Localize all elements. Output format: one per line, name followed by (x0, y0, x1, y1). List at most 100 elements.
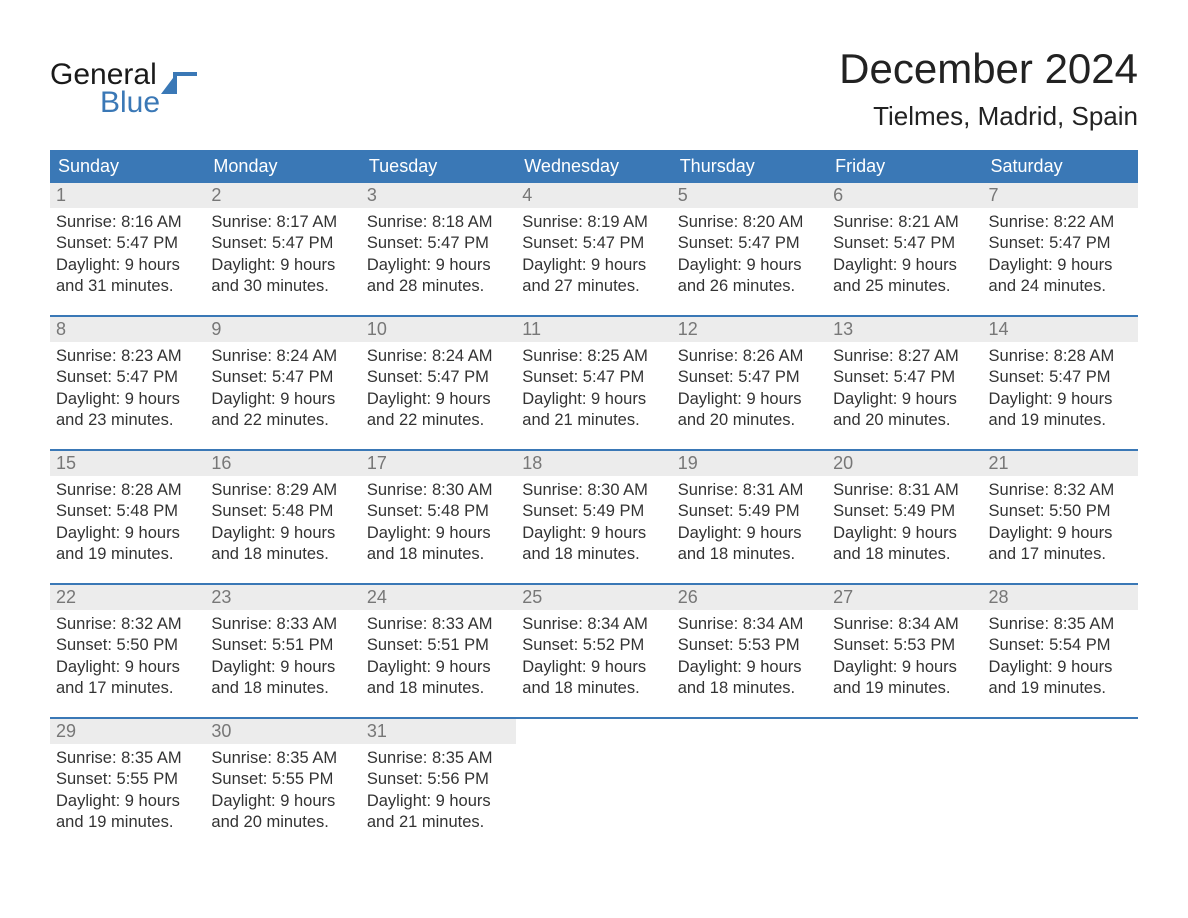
daylight-line-2: and 27 minutes. (522, 276, 665, 297)
daylight-line-1: Daylight: 9 hours (56, 255, 199, 276)
sunrise-line: Sunrise: 8:32 AM (989, 480, 1132, 501)
day-number-cell: 8 (50, 317, 205, 342)
daylight-line-1: Daylight: 9 hours (367, 523, 510, 544)
daylight-line-2: and 25 minutes. (833, 276, 976, 297)
day-number-cell (983, 719, 1138, 744)
sunset-line: Sunset: 5:53 PM (678, 635, 821, 656)
sunrise-line: Sunrise: 8:31 AM (678, 480, 821, 501)
day-detail-cell: Sunrise: 8:31 AMSunset: 5:49 PMDaylight:… (672, 476, 827, 584)
sunrise-line: Sunrise: 8:28 AM (989, 346, 1132, 367)
day-detail-cell (672, 744, 827, 852)
day-detail-row: Sunrise: 8:32 AMSunset: 5:50 PMDaylight:… (50, 610, 1138, 718)
daylight-line-1: Daylight: 9 hours (522, 657, 665, 678)
daylight-line-2: and 19 minutes. (56, 812, 199, 833)
daylight-line-2: and 18 minutes. (678, 678, 821, 699)
sunrise-line: Sunrise: 8:25 AM (522, 346, 665, 367)
day-detail-row: Sunrise: 8:23 AMSunset: 5:47 PMDaylight:… (50, 342, 1138, 450)
daylight-line-1: Daylight: 9 hours (522, 389, 665, 410)
sunrise-line: Sunrise: 8:23 AM (56, 346, 199, 367)
sunset-line: Sunset: 5:49 PM (833, 501, 976, 522)
sunset-line: Sunset: 5:48 PM (56, 501, 199, 522)
day-number-row: 22232425262728 (50, 585, 1138, 610)
day-detail-cell: Sunrise: 8:28 AMSunset: 5:47 PMDaylight:… (983, 342, 1138, 450)
daylight-line-1: Daylight: 9 hours (211, 255, 354, 276)
day-number-cell: 19 (672, 451, 827, 476)
sunrise-line: Sunrise: 8:22 AM (989, 212, 1132, 233)
daylight-line-2: and 26 minutes. (678, 276, 821, 297)
daylight-line-1: Daylight: 9 hours (833, 255, 976, 276)
dow-header-cell: Tuesday (361, 150, 516, 183)
day-detail-cell: Sunrise: 8:19 AMSunset: 5:47 PMDaylight:… (516, 208, 671, 316)
day-number-cell: 5 (672, 183, 827, 208)
day-number-cell: 10 (361, 317, 516, 342)
daylight-line-2: and 20 minutes. (678, 410, 821, 431)
day-number-cell: 7 (983, 183, 1138, 208)
sunrise-line: Sunrise: 8:35 AM (211, 748, 354, 769)
sunset-line: Sunset: 5:53 PM (833, 635, 976, 656)
sunset-line: Sunset: 5:47 PM (522, 367, 665, 388)
day-number-cell: 25 (516, 585, 671, 610)
daylight-line-1: Daylight: 9 hours (678, 523, 821, 544)
sunset-line: Sunset: 5:48 PM (211, 501, 354, 522)
day-number-row: 891011121314 (50, 317, 1138, 342)
daylight-line-1: Daylight: 9 hours (833, 523, 976, 544)
daylight-line-2: and 18 minutes. (367, 544, 510, 565)
day-detail-cell: Sunrise: 8:30 AMSunset: 5:49 PMDaylight:… (516, 476, 671, 584)
header: General Blue December 2024 Tielmes, Madr… (50, 45, 1138, 132)
sunrise-line: Sunrise: 8:35 AM (367, 748, 510, 769)
sunrise-line: Sunrise: 8:16 AM (56, 212, 199, 233)
sunrise-line: Sunrise: 8:33 AM (367, 614, 510, 635)
sunset-line: Sunset: 5:50 PM (989, 501, 1132, 522)
day-detail-cell (516, 744, 671, 852)
daylight-line-1: Daylight: 9 hours (211, 523, 354, 544)
daylight-line-1: Daylight: 9 hours (678, 255, 821, 276)
daylight-line-1: Daylight: 9 hours (989, 523, 1132, 544)
sunrise-line: Sunrise: 8:30 AM (367, 480, 510, 501)
day-detail-cell: Sunrise: 8:24 AMSunset: 5:47 PMDaylight:… (361, 342, 516, 450)
daylight-line-2: and 20 minutes. (833, 410, 976, 431)
sunrise-line: Sunrise: 8:30 AM (522, 480, 665, 501)
daylight-line-2: and 30 minutes. (211, 276, 354, 297)
daylight-line-1: Daylight: 9 hours (522, 523, 665, 544)
sunrise-line: Sunrise: 8:27 AM (833, 346, 976, 367)
day-detail-cell: Sunrise: 8:17 AMSunset: 5:47 PMDaylight:… (205, 208, 360, 316)
day-number-row: 1234567 (50, 183, 1138, 208)
day-number-cell: 15 (50, 451, 205, 476)
sunrise-line: Sunrise: 8:24 AM (367, 346, 510, 367)
daylight-line-2: and 22 minutes. (367, 410, 510, 431)
dow-header-cell: Thursday (672, 150, 827, 183)
sunset-line: Sunset: 5:47 PM (989, 233, 1132, 254)
daylight-line-2: and 31 minutes. (56, 276, 199, 297)
sunrise-line: Sunrise: 8:28 AM (56, 480, 199, 501)
daylight-line-1: Daylight: 9 hours (56, 389, 199, 410)
sunrise-line: Sunrise: 8:18 AM (367, 212, 510, 233)
sunrise-line: Sunrise: 8:34 AM (678, 614, 821, 635)
day-detail-row: Sunrise: 8:16 AMSunset: 5:47 PMDaylight:… (50, 208, 1138, 316)
sunset-line: Sunset: 5:51 PM (211, 635, 354, 656)
daylight-line-1: Daylight: 9 hours (833, 389, 976, 410)
daylight-line-1: Daylight: 9 hours (367, 389, 510, 410)
day-detail-cell: Sunrise: 8:32 AMSunset: 5:50 PMDaylight:… (983, 476, 1138, 584)
location-subtitle: Tielmes, Madrid, Spain (839, 101, 1138, 132)
sunrise-line: Sunrise: 8:26 AM (678, 346, 821, 367)
daylight-line-1: Daylight: 9 hours (56, 523, 199, 544)
sunset-line: Sunset: 5:54 PM (989, 635, 1132, 656)
daylight-line-1: Daylight: 9 hours (56, 657, 199, 678)
sunset-line: Sunset: 5:50 PM (56, 635, 199, 656)
dow-header-cell: Saturday (983, 150, 1138, 183)
sunrise-line: Sunrise: 8:20 AM (678, 212, 821, 233)
day-number-cell: 3 (361, 183, 516, 208)
sunset-line: Sunset: 5:47 PM (833, 367, 976, 388)
day-detail-cell: Sunrise: 8:34 AMSunset: 5:53 PMDaylight:… (672, 610, 827, 718)
day-detail-cell: Sunrise: 8:21 AMSunset: 5:47 PMDaylight:… (827, 208, 982, 316)
day-detail-cell: Sunrise: 8:35 AMSunset: 5:54 PMDaylight:… (983, 610, 1138, 718)
dow-header-cell: Sunday (50, 150, 205, 183)
day-number-cell: 4 (516, 183, 671, 208)
day-number-cell: 30 (205, 719, 360, 744)
sunset-line: Sunset: 5:55 PM (56, 769, 199, 790)
sunset-line: Sunset: 5:47 PM (833, 233, 976, 254)
day-number-cell: 28 (983, 585, 1138, 610)
logo-flag-icon (161, 69, 197, 91)
daylight-line-2: and 17 minutes. (989, 544, 1132, 565)
day-number-cell (827, 719, 982, 744)
